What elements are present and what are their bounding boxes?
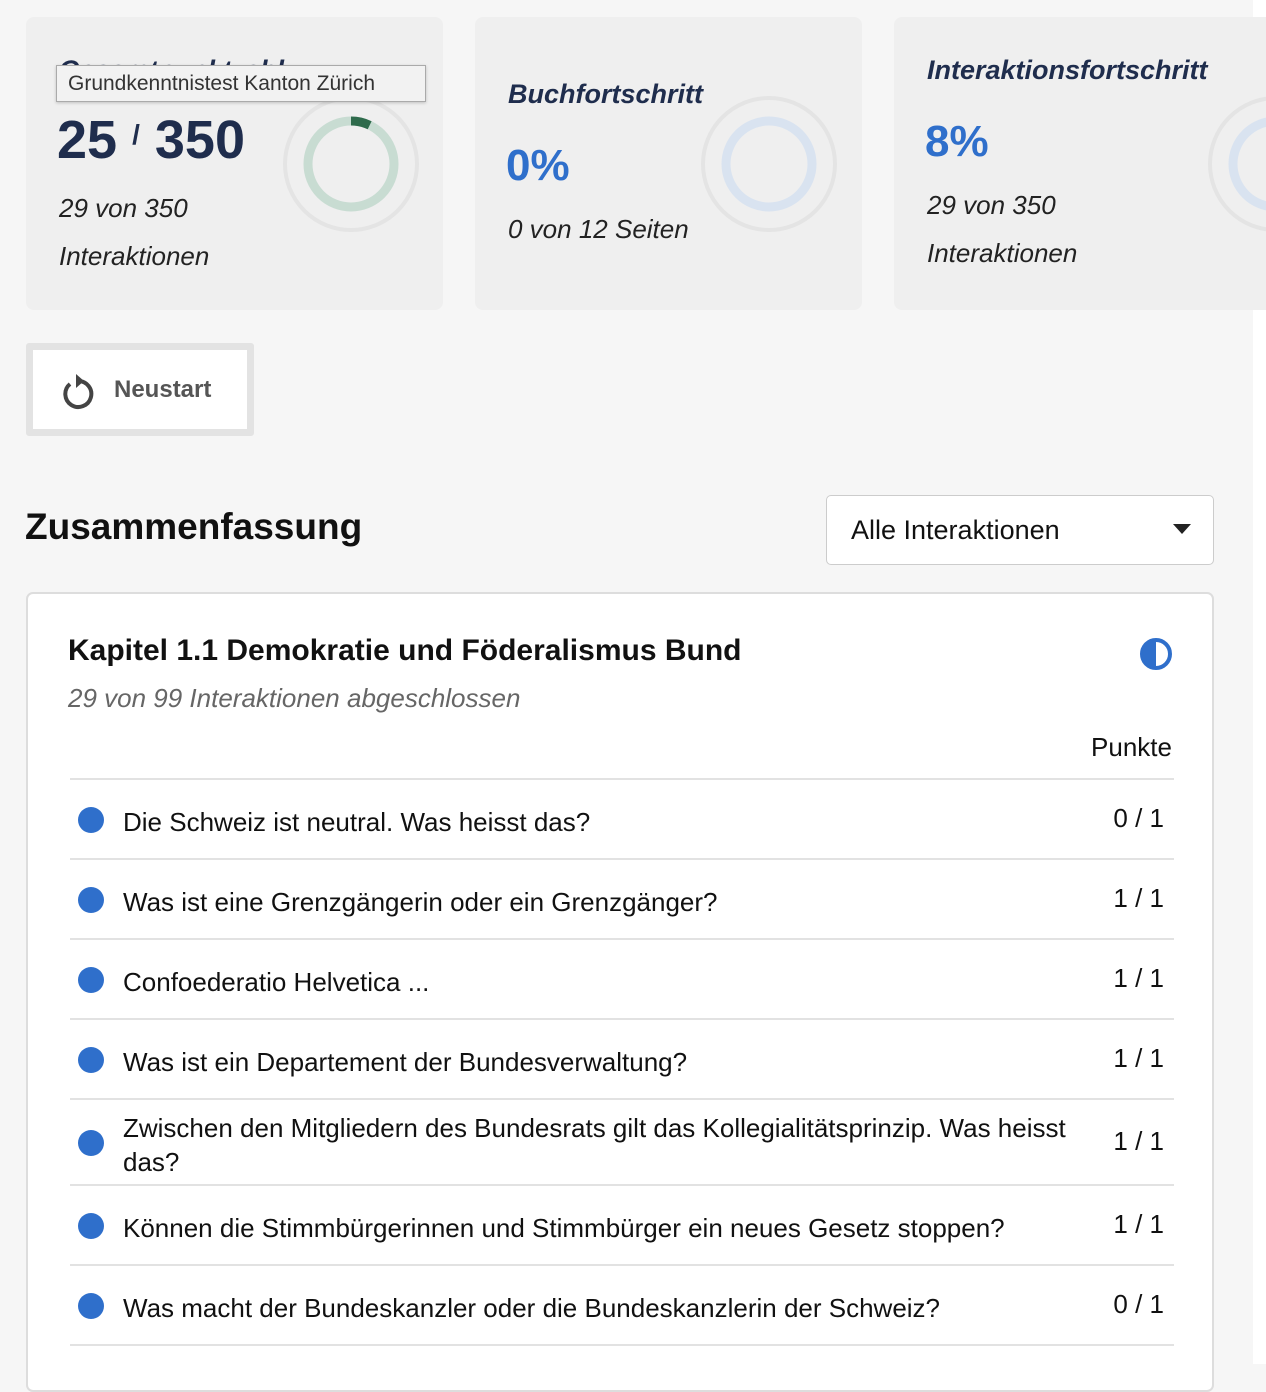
status-dot [78,807,104,833]
question-text: Können die Stimmbürgerinnen und Stimmbür… [123,1213,1005,1243]
score-max: 350 [154,110,245,170]
card-percent: 8% [925,117,989,166]
question-points: 1 / 1 [1113,1043,1164,1073]
question-points: 0 / 1 [1113,803,1164,833]
card-title: Buchfortschritt [508,79,703,109]
dropdown-arrow [1173,524,1191,534]
score-card: Gesamtpunktzahl 25 / 350 29 von 350 Inte… [26,17,443,310]
book-card: Buchfortschritt 0% 0 von 12 Seiten [475,17,862,310]
card-percent: 0% [506,141,570,190]
status-dot [78,967,104,993]
page: Gesamtpunktzahl 25 / 350 29 von 350 Inte… [25,0,1266,1392]
question-row: Was ist eine Grenzgängerin oder ein Gren… [70,858,1174,940]
select-value: Alle Interaktionen [851,515,1060,545]
question-points: 1 / 1 [1113,883,1164,913]
scroll-strip [1253,0,1266,1364]
question-points: 1 / 1 [1113,963,1164,993]
chapter-subtitle: 29 von 99 Interaktionen abgeschlossen [68,683,521,713]
question-points: 1 / 1 [1113,1126,1164,1156]
question-points: 0 / 1 [1113,1289,1164,1319]
question-text: Was ist ein Departement der Bundesverwal… [123,1047,688,1077]
chapter-card: Kapitel 1.1 Demokratie und Föderalismus … [26,592,1214,1392]
card-detail: 0 von 12 Seiten [508,214,689,244]
ring-track [303,116,399,212]
points-header: Punkte [1091,732,1172,762]
restart-icon [63,374,94,409]
question-points: 1 / 1 [1113,1209,1164,1239]
progress-icon [1140,638,1172,670]
score: 25 / 350 [57,109,245,171]
filter-select[interactable]: Alle Interaktionen [826,495,1214,565]
status-dot [78,887,104,913]
question-row: Zwischen den Mitgliedern des Bundesrats … [70,1098,1174,1186]
question-text: Confoederatio Helvetica ... [123,967,430,997]
card-title: Interaktionsfortschritt [927,55,1208,85]
tooltip: Grundkenntnistest Kanton Zürich [56,65,426,102]
section-title: Zusammenfassung [25,506,363,547]
status-dot [78,1213,104,1239]
question-text: Die Schweiz ist neutral. Was heisst das? [123,807,591,837]
question-row: Können die Stimmbürgerinnen und Stimmbür… [70,1184,1174,1266]
card-detail: 29 von 350 Interaktionen [927,190,1078,268]
button-label: Neustart [114,376,212,403]
status-dot [78,1130,104,1156]
question-row: Die Schweiz ist neutral. Was heisst das?… [70,778,1174,860]
question-text: Zwischen den Mitgliedern des Bundesrats … [123,1113,1066,1177]
progress-arc [303,116,399,212]
status-dot [78,1047,104,1073]
restart-button[interactable]: Neustart [26,343,254,436]
interaction-card: Interaktionsfortschritt 8% 29 von 350 In… [894,17,1266,310]
question-row: Was macht der Bundeskanzler oder die Bun… [70,1264,1174,1346]
question-text: Was macht der Bundeskanzler oder die Bun… [123,1293,941,1323]
progress-ring [1208,96,1266,232]
status-dot [78,1293,104,1319]
question-row: Was ist ein Departement der Bundesverwal… [70,1018,1174,1100]
chapter-title: Kapitel 1.1 Demokratie und Föderalismus … [68,634,742,667]
card-detail: 29 von 350 Interaktionen [59,193,210,271]
question-row: Confoederatio Helvetica ... 1 / 1 [70,938,1174,1020]
score-separator: / [132,119,140,150]
progress-ring [283,96,419,232]
score-value: 25 [57,110,118,170]
row-divider [70,1344,1174,1346]
question-text: Was ist eine Grenzgängerin oder ein Gren… [123,887,718,917]
progress-ring [701,96,837,232]
